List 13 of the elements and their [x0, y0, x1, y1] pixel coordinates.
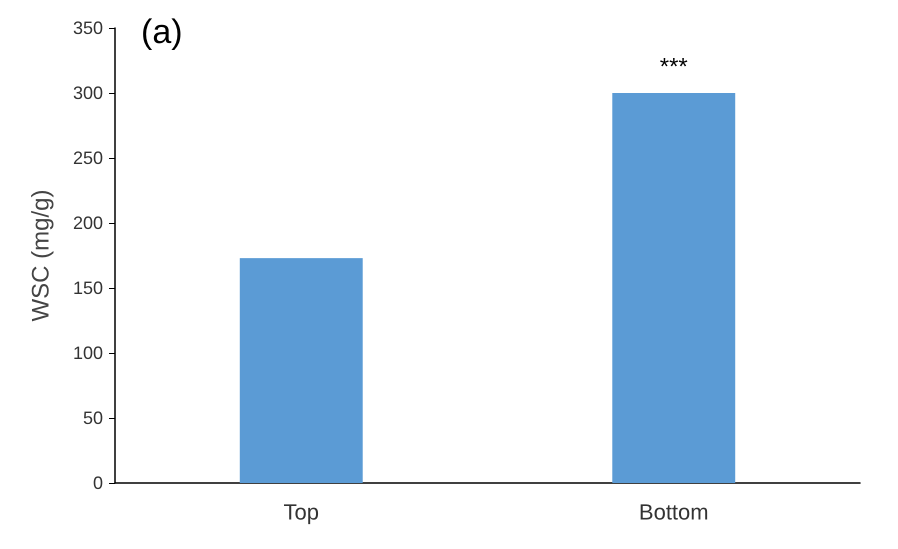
- y-axis-title: WSC (mg/g): [28, 190, 54, 322]
- x-tick-label: Top: [284, 500, 319, 524]
- chart-title: (a): [141, 13, 183, 51]
- y-tick-label: 0: [92, 473, 103, 493]
- y-tick-label: 150: [72, 278, 103, 298]
- y-tick-label: 50: [82, 408, 103, 428]
- y-tick-label: 100: [72, 343, 103, 363]
- x-tick-label: Bottom: [638, 500, 709, 524]
- y-tick-label: 350: [72, 18, 103, 38]
- y-tick-label: 300: [72, 83, 103, 103]
- y-tick-label: 250: [72, 148, 103, 168]
- annotation: ***: [660, 54, 688, 80]
- y-tick-label: 200: [72, 213, 103, 233]
